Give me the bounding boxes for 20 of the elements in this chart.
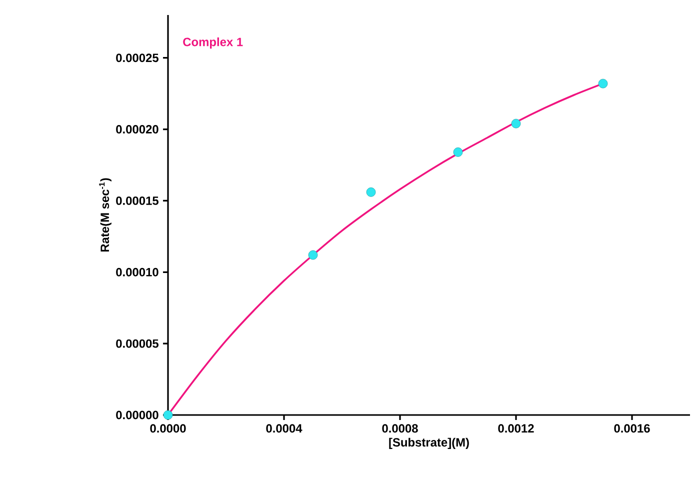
point	[453, 147, 463, 157]
y-tick-label: 0.00020	[116, 125, 158, 134]
point	[511, 118, 521, 128]
point	[598, 78, 608, 88]
y-tick-label: 0.00000	[116, 410, 158, 420]
x-tick-label: 0.0012	[498, 424, 534, 433]
y-axis-title: Rate(M sec$^{-1}$)	[99, 178, 112, 252]
x-tick-label: 0.0000	[150, 424, 186, 433]
x-tick-label: 0.0008	[382, 424, 418, 433]
point	[163, 410, 173, 420]
x-axis-title: [Substrate](M)	[389, 438, 469, 449]
y-tick-label: 0.00025	[116, 54, 158, 62]
x-tick-label: 0.0004	[266, 424, 302, 433]
y-tick-label: 0.00015	[116, 196, 158, 205]
y-tick-label: 0.00005	[116, 339, 158, 348]
text: Complex 1	[183, 37, 243, 49]
x-tick-label: 0.0016	[614, 424, 650, 433]
point	[308, 250, 318, 260]
point	[366, 187, 376, 197]
y-tick-label: 0.00010	[116, 268, 158, 276]
